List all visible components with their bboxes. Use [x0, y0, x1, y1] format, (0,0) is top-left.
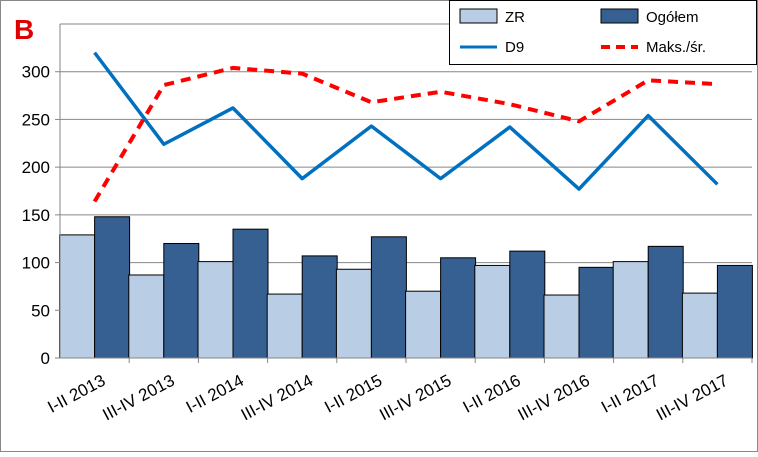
panel-label: B: [14, 14, 34, 45]
bar-ogolem: [440, 257, 477, 359]
y-tick-label: 100: [22, 254, 50, 273]
y-tick-label: 50: [31, 301, 50, 320]
y-tick-label: 300: [22, 63, 50, 82]
bars: [59, 216, 753, 359]
y-tick-label: 200: [22, 158, 50, 177]
legend-label-d9: D9: [505, 39, 524, 56]
bar-zr: [405, 290, 442, 359]
bar-zr: [612, 261, 649, 359]
bar-zr: [543, 294, 580, 359]
bar-ogolem: [647, 245, 684, 359]
line-d9: [93, 51, 719, 191]
bar-ogolem: [94, 216, 131, 359]
bar-zr: [335, 268, 372, 359]
y-tick-label: 0: [41, 349, 50, 368]
bar-zr: [128, 274, 165, 359]
legend-box: [449, 0, 757, 65]
legend-swatch-zr: [459, 8, 498, 24]
bar-ogolem: [509, 250, 546, 359]
bar-ogolem: [301, 255, 338, 359]
bar-zr: [197, 261, 234, 359]
y-tick-label: 250: [22, 110, 50, 129]
bar-ogolem: [578, 266, 615, 359]
y-tick-label: 150: [22, 206, 50, 225]
bar-zr: [59, 234, 96, 359]
bar-zr: [474, 264, 511, 359]
line-maks-sr: [92, 65, 718, 203]
legend-label-ogolem: Ogółem: [646, 9, 699, 26]
bar-ogolem: [163, 242, 200, 359]
legend-label-maks: Maks./śr.: [646, 39, 706, 56]
bar-ogolem: [716, 264, 753, 359]
legend-swatch-ogolem: [600, 8, 639, 24]
legend-label-zr: ZR: [505, 9, 525, 26]
bar-zr: [681, 292, 718, 359]
lines: [92, 51, 719, 203]
bar-ogolem: [370, 236, 407, 359]
bar-ogolem: [232, 228, 269, 359]
bar-zr: [266, 293, 303, 359]
legend: ZR Ogółem D9 Maks./śr.: [449, 0, 757, 65]
